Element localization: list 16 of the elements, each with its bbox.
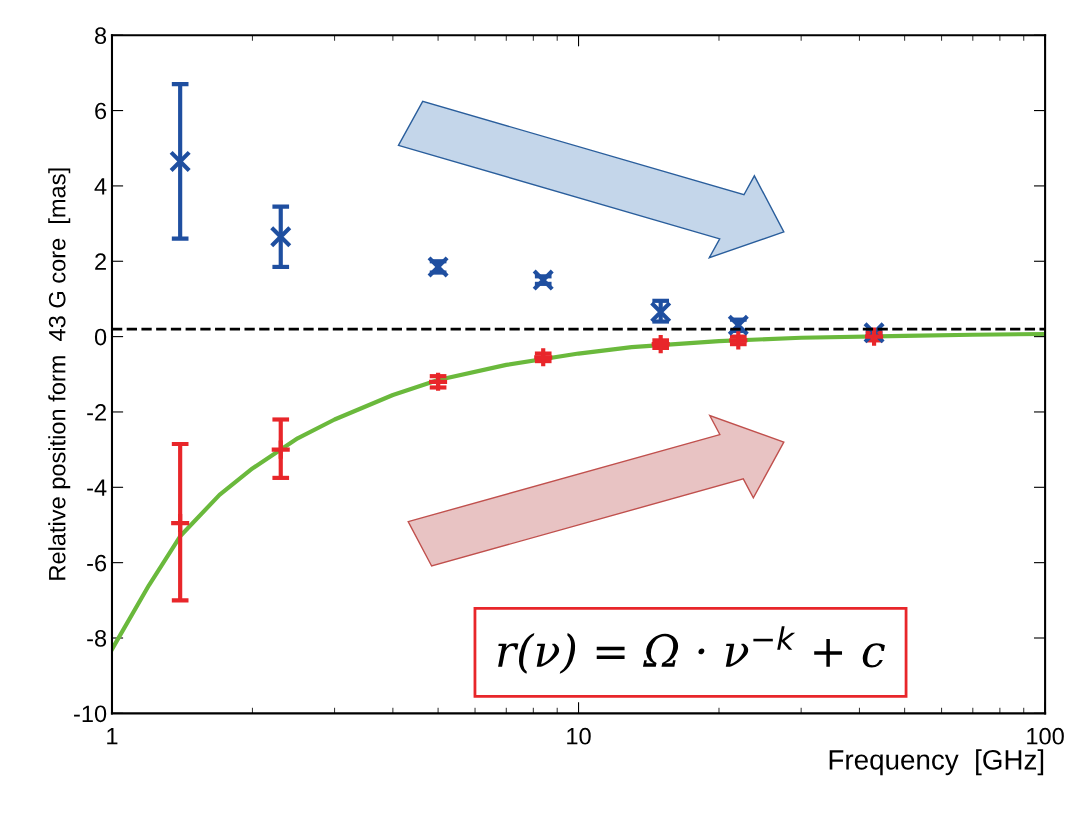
annotation: r(ν) = Ω · ν$^{−k}$ + c — [498, 626, 885, 674]
y-tick-label: 0 — [94, 328, 107, 346]
y-tick-label: 4 — [94, 178, 107, 195]
y-tick-label: 6 — [95, 102, 107, 120]
y-tick-label: 2 — [95, 253, 106, 270]
x-tick-label: 1 — [107, 728, 118, 745]
y-tick-label: -2 — [87, 404, 106, 421]
x-tick-label: 10 — [567, 727, 591, 745]
x-tick-label: 100 — [1027, 727, 1064, 745]
y-axis-title: Relative position form 43 G core [mas] — [48, 168, 71, 580]
y-tick-label: 8 — [95, 27, 107, 44]
x-axis-title: Frequency [GHz] — [829, 749, 1044, 776]
y-tick-label: -10 — [74, 705, 107, 723]
y-tick-label: -4 — [87, 479, 107, 496]
y-tick-label: -8 — [87, 630, 107, 647]
y-tick-label: -6 — [87, 554, 107, 572]
